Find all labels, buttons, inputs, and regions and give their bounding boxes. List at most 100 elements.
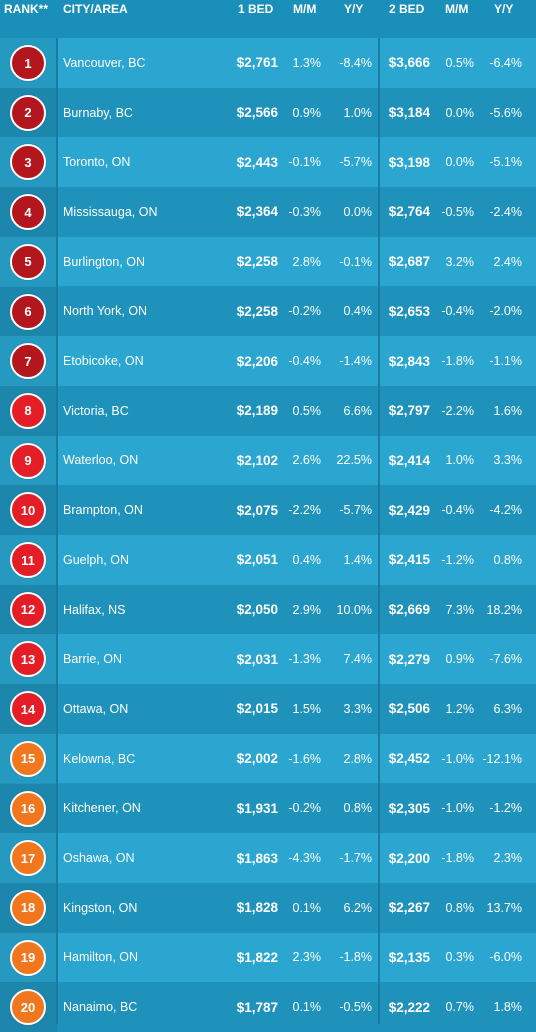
rank-cell: 5 (0, 236, 57, 287)
rank-badge: 14 (10, 691, 46, 728)
rank-badge: 3 (10, 144, 46, 181)
table-row: 7 Etobicoke, ON $2,206 -0.4% -1.4% $2,843 -1.8… (0, 336, 536, 386)
one-bed-yy-cell: 10.0% (336, 602, 372, 617)
one-bed-mm-cell: 0.4% (292, 552, 322, 567)
two-bed-yy-cell: -2.4% (489, 204, 522, 219)
two-bed-yy-cell: -2.0% (489, 304, 522, 319)
one-bed-mm-cell: 0.9% (292, 105, 322, 120)
table-row: 8 Victoria, BC $2,189 0.5% 6.6% $2,797 -2.2% 1.… (0, 385, 536, 436)
rank-badge: 19 (10, 939, 46, 976)
city-cell: Kelowna, BC (63, 751, 136, 766)
one-bed-mm-cell: -0.4% (288, 354, 321, 369)
two-bed-price-cell: $2,305 (388, 800, 430, 816)
two-bed-price-cell: $2,506 (388, 701, 430, 717)
rank-cell: 2 (0, 87, 57, 138)
one-bed-yy-cell: 3.3% (343, 701, 373, 716)
table-row: 13 Barrie, ON $2,031 -1.3% 7.4% $2,279 0.9% -7.… (0, 634, 536, 685)
one-bed-price-cell: $2,015 (236, 701, 278, 717)
two-bed-price-cell: $2,414 (388, 452, 430, 468)
one-bed-yy-cell: 7.4% (343, 652, 373, 667)
city-cell: Vancouver, BC (63, 55, 146, 70)
two-bed-price-cell: $2,429 (388, 502, 430, 518)
two-bed-price-cell: $2,669 (388, 602, 430, 618)
two-bed-price-cell: $3,666 (388, 55, 430, 71)
rank-badge: 6 (10, 293, 46, 330)
rank-badge: 5 (10, 243, 46, 280)
two-bed-yy-cell: -4.2% (489, 503, 522, 518)
two-bed-price-cell: $2,797 (388, 403, 430, 419)
one-bed-mm-cell: 0.1% (292, 1000, 322, 1015)
two-bed-yy-cell: -7.6% (489, 652, 522, 667)
rank-badge: 7 (10, 343, 46, 380)
one-bed-price-cell: $1,822 (236, 949, 278, 965)
two-bed-mm-cell: -1.0% (441, 751, 474, 766)
two-bed-price-cell: $2,135 (388, 949, 430, 965)
one-bed-mm-cell: -0.3% (288, 204, 321, 219)
two-bed-mm-cell: -1.2% (441, 552, 474, 567)
one-bed-mm-cell: -0.2% (288, 304, 321, 319)
header-yy-2bed: Y/Y (494, 2, 514, 16)
one-bed-price-cell: $2,189 (236, 403, 278, 419)
city-cell: Burnaby, BC (63, 105, 133, 120)
one-bed-mm-cell: -4.3% (288, 851, 321, 866)
city-cell: Ottawa, ON (63, 701, 129, 716)
city-cell: Waterloo, ON (63, 453, 139, 468)
one-bed-yy-cell: 1.0% (343, 105, 373, 120)
one-bed-price-cell: $1,863 (236, 850, 278, 866)
table-row: 6 North York, ON $2,258 -0.2% 0.4% $2,653 -0.4… (0, 286, 536, 337)
one-bed-price-cell: $2,566 (236, 105, 278, 121)
table-row: 19 Hamilton, ON $1,822 2.3% -1.8% $2,135 0.3% -… (0, 932, 536, 983)
city-cell: Mississauga, ON (63, 204, 158, 219)
table-row: 17 Oshawa, ON $1,863 -4.3% -1.7% $2,200 -1.8% 2… (0, 833, 536, 883)
city-cell: Brampton, ON (63, 503, 143, 518)
one-bed-yy-cell: 6.2% (343, 900, 373, 915)
two-bed-mm-cell: 0.3% (445, 950, 475, 965)
city-cell: Guelph, ON (63, 552, 130, 567)
two-bed-price-cell: $3,184 (388, 105, 430, 121)
two-bed-price-cell: $2,452 (388, 751, 430, 767)
one-bed-price-cell: $2,761 (236, 55, 278, 71)
two-bed-mm-cell: 7.3% (445, 602, 475, 617)
city-cell: Hamilton, ON (63, 950, 139, 965)
one-bed-yy-cell: 0.4% (343, 304, 373, 319)
two-bed-price-cell: $2,653 (388, 303, 430, 319)
two-bed-mm-cell: 1.0% (445, 453, 475, 468)
one-bed-price-cell: $2,206 (236, 353, 278, 369)
two-bed-mm-cell: -1.8% (441, 851, 474, 866)
city-cell: Victoria, BC (63, 403, 129, 418)
two-bed-mm-cell: 0.0% (445, 105, 475, 120)
one-bed-mm-cell: 2.8% (292, 254, 322, 269)
rank-badge: 4 (10, 194, 46, 231)
two-bed-mm-cell: 0.5% (445, 55, 475, 70)
two-bed-mm-cell: -0.4% (441, 503, 474, 518)
table-row: 10 Brampton, ON $2,075 -2.2% -5.7% $2,429 -0.4… (0, 485, 536, 535)
two-bed-price-cell: $2,267 (388, 900, 430, 916)
city-cell: Oshawa, ON (63, 851, 135, 866)
rank-badge: 16 (10, 790, 46, 827)
one-bed-price-cell: $2,031 (236, 651, 278, 667)
two-bed-yy-cell: -1.1% (489, 354, 522, 369)
two-bed-price-cell: $2,415 (388, 552, 430, 568)
rank-cell: 11 (0, 535, 57, 585)
one-bed-price-cell: $2,002 (236, 751, 278, 767)
one-bed-mm-cell: 2.9% (292, 602, 322, 617)
rank-cell: 3 (0, 137, 57, 188)
city-cell: Kingston, ON (63, 900, 138, 915)
rank-cell: 6 (0, 286, 57, 337)
table-row: 12 Halifax, NS $2,050 2.9% 10.0% $2,669 7.3% 18… (0, 584, 536, 635)
table-row: 1 Vancouver, BC $2,761 1.3% -8.4% $3,666 0.5% -… (0, 38, 536, 88)
rank-badge: 10 (10, 492, 46, 529)
rank-cell: 4 (0, 187, 57, 237)
rank-badge: 2 (10, 94, 46, 131)
rank-badge: 12 (10, 591, 46, 628)
two-bed-mm-cell: 0.7% (445, 1000, 475, 1015)
rank-cell: 1 (0, 38, 57, 88)
table-header: RANK** CITY/AREA 1 BED M/M Y/Y 2 BED M/M… (0, 0, 536, 38)
one-bed-mm-cell: 2.6% (292, 453, 322, 468)
rank-cell: 9 (0, 435, 57, 486)
rank-cell: 16 (0, 783, 57, 834)
one-bed-yy-cell: -1.4% (339, 354, 372, 369)
two-bed-yy-cell: -6.0% (489, 950, 522, 965)
city-cell: North York, ON (63, 304, 148, 319)
header-mm-2bed: M/M (445, 2, 469, 16)
